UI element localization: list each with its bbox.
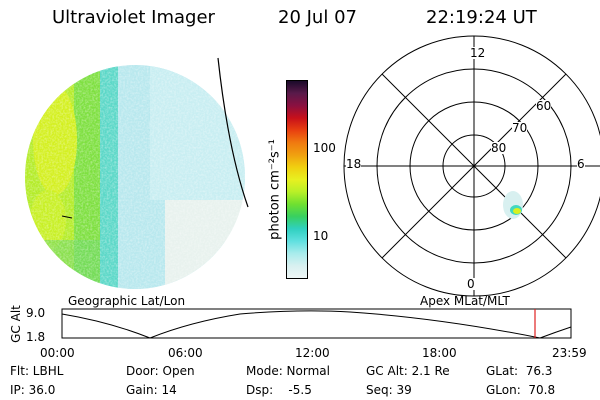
header-date: 20 Jul 07	[278, 7, 357, 28]
alt-axis-label: GC Alt	[9, 305, 23, 343]
alt-xtick-0: 00:00	[40, 346, 75, 360]
info-glon: GLon: 70.8	[486, 383, 556, 397]
info-mode: Mode: Normal	[246, 364, 330, 378]
alt-ytick-top: 9.0	[26, 306, 46, 320]
alt-xtick-2: 12:00	[295, 346, 330, 360]
colorbar-tick-100: 100	[313, 141, 336, 155]
info-dsp: Dsp: -5.5	[246, 383, 312, 397]
info-flt: Flt: LBHL	[10, 364, 64, 378]
colorbar	[286, 80, 308, 279]
polar-label: Apex MLat/MLT	[420, 294, 510, 308]
info-gc-alt: GC Alt: 2.1 Re	[366, 364, 450, 378]
aurora-patch	[503, 191, 523, 219]
mlt-label-12: 12	[470, 46, 486, 60]
header-time: 22:19:24 UT	[426, 7, 537, 28]
info-seq: Seq: 39	[366, 383, 412, 397]
mlt-label-18: 18	[346, 157, 362, 171]
page-title: Ultraviolet Imager	[52, 7, 215, 28]
lat-label-70: 70	[512, 121, 528, 135]
alt-xtick-4: 23:59	[552, 346, 587, 360]
colorbar-tick-10: 10	[313, 229, 329, 243]
info-glat: GLat: 76.3	[486, 364, 553, 378]
info-door: Door: Open	[126, 364, 195, 378]
left-map-label: Geographic Lat/Lon	[68, 294, 186, 308]
alt-ytick-bottom: 1.8	[26, 330, 46, 344]
alt-xtick-1: 06:00	[168, 346, 203, 360]
mlt-label-0: 0	[467, 277, 475, 291]
mlt-label-6: 6	[577, 157, 585, 171]
info-ip: IP: 36.0	[10, 383, 56, 397]
info-gain: Gain: 14	[126, 383, 177, 397]
alt-xtick-3: 18:00	[422, 346, 457, 360]
altitude-curve	[61, 310, 572, 339]
lat-label-60: 60	[536, 99, 552, 113]
lat-label-80: 80	[491, 141, 507, 155]
